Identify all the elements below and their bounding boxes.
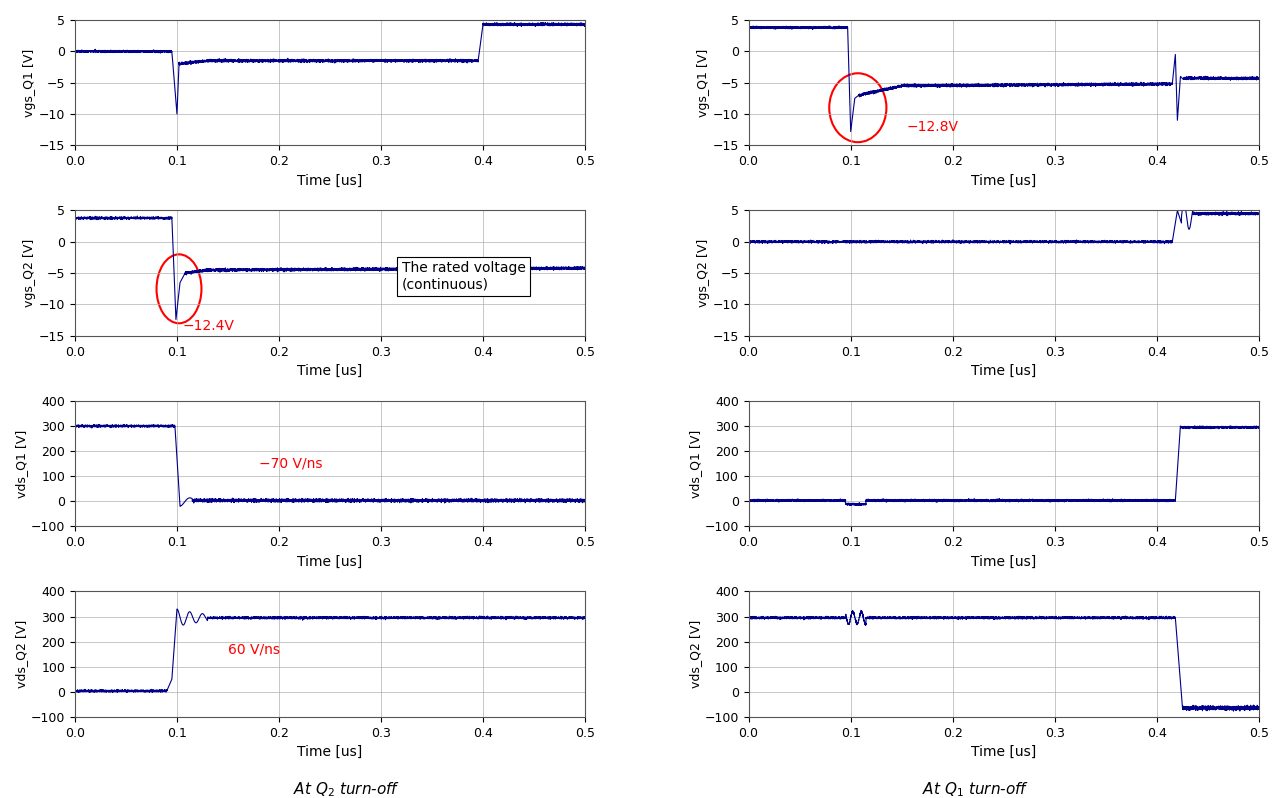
- X-axis label: Time [us]: Time [us]: [971, 174, 1036, 188]
- X-axis label: Time [us]: Time [us]: [298, 555, 362, 568]
- Y-axis label: vds_Q2 [V]: vds_Q2 [V]: [15, 620, 28, 688]
- Y-axis label: vgs_Q2 [V]: vgs_Q2 [V]: [23, 239, 36, 307]
- Y-axis label: vds_Q1 [V]: vds_Q1 [V]: [688, 429, 702, 498]
- Y-axis label: vds_Q1 [V]: vds_Q1 [V]: [15, 429, 28, 498]
- X-axis label: Time [us]: Time [us]: [298, 364, 362, 378]
- Y-axis label: vgs_Q2 [V]: vgs_Q2 [V]: [697, 239, 710, 307]
- X-axis label: Time [us]: Time [us]: [971, 745, 1036, 759]
- X-axis label: Time [us]: Time [us]: [298, 174, 362, 188]
- Text: 60 V/ns: 60 V/ns: [229, 642, 280, 656]
- X-axis label: Time [us]: Time [us]: [971, 364, 1036, 378]
- Y-axis label: vgs_Q1 [V]: vgs_Q1 [V]: [23, 49, 36, 117]
- Text: The rated voltage
(continuous): The rated voltage (continuous): [402, 261, 525, 291]
- X-axis label: Time [us]: Time [us]: [971, 555, 1036, 568]
- Text: At $Q_1$ turn-off: At $Q_1$ turn-off: [922, 780, 1030, 798]
- Y-axis label: vds_Q2 [V]: vds_Q2 [V]: [688, 620, 702, 688]
- X-axis label: Time [us]: Time [us]: [298, 745, 362, 759]
- Y-axis label: vgs_Q1 [V]: vgs_Q1 [V]: [697, 49, 710, 117]
- Text: −12.8V: −12.8V: [907, 120, 959, 133]
- Text: At $Q_2$ turn-off: At $Q_2$ turn-off: [293, 780, 401, 798]
- Text: −12.4V: −12.4V: [182, 319, 234, 334]
- Text: −70 V/ns: −70 V/ns: [258, 456, 322, 471]
